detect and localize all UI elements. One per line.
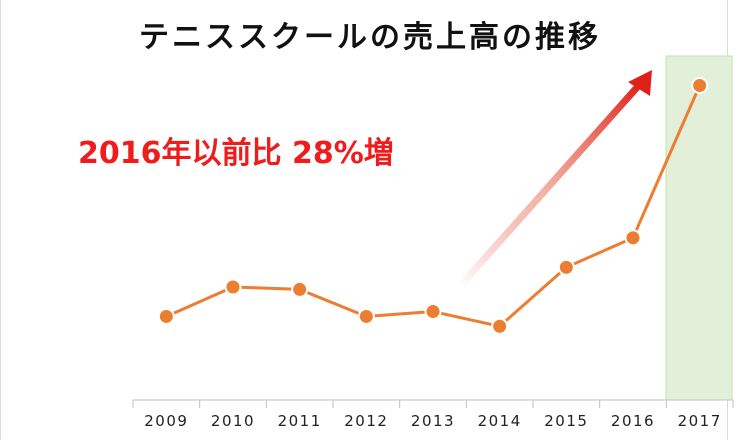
- trend-arrow: [456, 80, 644, 290]
- data-point-2010: [224, 278, 242, 296]
- x-tick-label-2014: 2014: [478, 412, 522, 430]
- data-point-2016: [624, 229, 642, 247]
- data-point-2015: [557, 258, 575, 276]
- x-tick-label-2012: 2012: [344, 412, 388, 430]
- x-tick-label-2017: 2017: [678, 412, 722, 430]
- data-point-2011: [291, 280, 309, 298]
- x-tick-label-2009: 2009: [144, 412, 188, 430]
- data-point-2013: [424, 303, 442, 321]
- data-point-2017: [691, 76, 709, 94]
- x-tick-label-2011: 2011: [278, 412, 322, 430]
- x-tick-label-2016: 2016: [611, 412, 655, 430]
- data-point-2012: [357, 307, 375, 325]
- data-point-2009: [157, 307, 175, 325]
- series-line: [165, 84, 702, 328]
- data-point-2014: [491, 317, 509, 335]
- x-tick-label-2015: 2015: [544, 412, 588, 430]
- growth-annotation: 2016年以前比 28%増: [78, 136, 394, 171]
- trend-arrow-head: [628, 70, 652, 96]
- x-tick-label-2013: 2013: [411, 412, 455, 430]
- chart-title: テニススクールの売上高の推移: [139, 20, 601, 55]
- highlight-band-2017: [665, 55, 733, 401]
- x-tick-label-2010: 2010: [211, 412, 255, 430]
